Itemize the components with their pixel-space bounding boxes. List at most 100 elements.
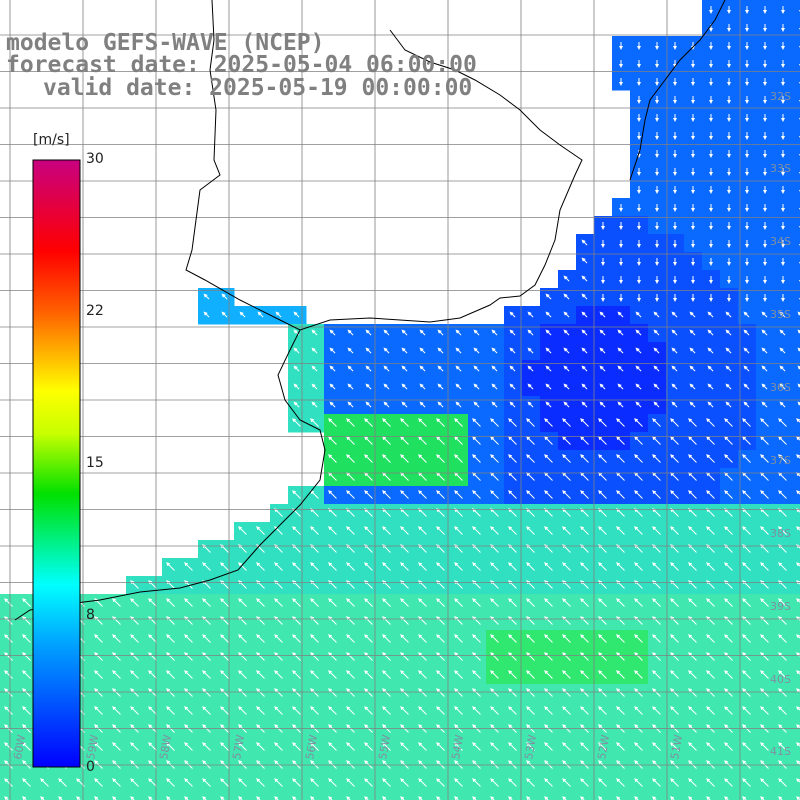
forecast-date: forecast date: 2025-05-04 06:00:00 (6, 52, 477, 78)
wind-cell (792, 396, 800, 415)
colorbar-tick-30: 30 (86, 151, 104, 167)
lat-label: 35S (770, 308, 791, 321)
colorbar-tick-8: 8 (86, 607, 95, 623)
wind-cell (720, 792, 739, 800)
wind-cell (738, 792, 757, 800)
wind-cell (792, 666, 800, 685)
wind-cell (0, 792, 19, 800)
colorbar-tick-22: 22 (86, 303, 104, 319)
colorbar-unit: [m/s] (33, 132, 70, 148)
wind-cell (558, 792, 577, 800)
wind-cell (792, 576, 800, 595)
wind-cell (792, 594, 800, 613)
colorbar-tick-15: 15 (86, 455, 104, 471)
wind-cell (774, 792, 793, 800)
wind-cell (792, 54, 800, 73)
wind-cell (792, 270, 800, 289)
wind-cell (342, 792, 361, 800)
wind-cell (702, 792, 721, 800)
valid-date: valid date: 2025-05-19 00:00:00 (43, 75, 473, 101)
lat-label: 40S (770, 673, 791, 686)
wind-cell (792, 306, 800, 325)
wind-cell (54, 792, 73, 800)
wind-cell (792, 468, 800, 487)
wind-cell (792, 234, 800, 253)
lat-label: 41S (770, 745, 791, 758)
wind-cell (126, 792, 145, 800)
wind-cell (162, 792, 181, 800)
lat-label: 39S (770, 600, 791, 613)
wind-cell (792, 144, 800, 163)
wind-cell (756, 792, 775, 800)
wind-cell (792, 0, 800, 19)
wind-cell (792, 216, 800, 235)
wind-cell (306, 792, 325, 800)
wind-cell (648, 792, 667, 800)
wind-cell (36, 792, 55, 800)
wind-cell (90, 792, 109, 800)
wind-cell (666, 792, 685, 800)
wind-cell (792, 198, 800, 217)
wind-cell (630, 792, 649, 800)
wind-cell (792, 522, 800, 541)
wind-cell (792, 774, 800, 793)
wind-cell (792, 288, 800, 307)
wind-cell (450, 792, 469, 800)
wind-cell (792, 162, 800, 181)
wind-cell (792, 738, 800, 757)
wind-cell (504, 792, 523, 800)
wind-cell (612, 792, 631, 800)
wind-cell (792, 360, 800, 379)
wind-cell (252, 792, 271, 800)
wind-cell (792, 702, 800, 721)
lat-label: 37S (770, 454, 791, 467)
wind-cell (180, 792, 199, 800)
wind-cell (792, 684, 800, 703)
colorbar (32, 159, 81, 768)
wind-cell (486, 792, 505, 800)
wind-cell (360, 792, 379, 800)
wind-cell (684, 792, 703, 800)
wind-cell (792, 180, 800, 199)
wind-cell (792, 504, 800, 523)
wind-cell (288, 792, 307, 800)
wind-cell (378, 792, 397, 800)
wind-cell (792, 72, 800, 91)
wind-cell (234, 792, 253, 800)
wind-cell (594, 792, 613, 800)
wind-cell (324, 792, 343, 800)
lat-label: 32S (770, 90, 791, 103)
wind-cell (792, 342, 800, 361)
wind-cell (414, 792, 433, 800)
wind-cell (792, 612, 800, 631)
wind-cell (576, 792, 595, 800)
wind-cell (792, 18, 800, 37)
wind-cell (792, 648, 800, 667)
wind-cell (792, 324, 800, 343)
wind-cell (144, 792, 163, 800)
wind-cell (792, 558, 800, 577)
wind-cell (792, 414, 800, 433)
lat-label: 36S (770, 381, 791, 394)
wind-cell (792, 126, 800, 145)
wind-cell (792, 540, 800, 559)
wind-cell (792, 630, 800, 649)
wind-cell (270, 792, 289, 800)
wind-cell (522, 792, 541, 800)
wind-cell (792, 108, 800, 127)
wind-cell (540, 792, 559, 800)
wind-cell (792, 252, 800, 271)
wind-cell (792, 720, 800, 739)
wind-cell (396, 792, 415, 800)
wind-cell (792, 36, 800, 55)
wind-cell (108, 792, 127, 800)
lat-label: 34S (770, 235, 791, 248)
wind-cell (468, 792, 487, 800)
wind-cell (792, 450, 800, 469)
wind-cell (72, 792, 91, 800)
colorbar-tick-0: 0 (86, 759, 95, 775)
wind-cell (198, 792, 217, 800)
lat-label: 33S (770, 162, 791, 175)
wind-cell (792, 378, 800, 397)
